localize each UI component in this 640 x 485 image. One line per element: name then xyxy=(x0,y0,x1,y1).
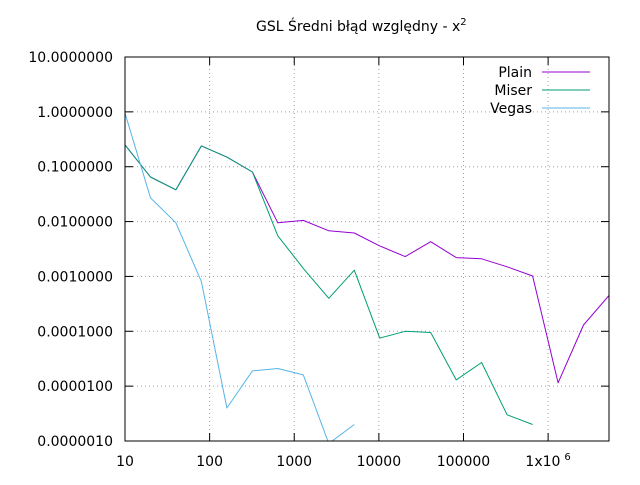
chart-title-text: GSL Średni błąd względny - x xyxy=(256,17,460,35)
legend-label-vegas: Vegas xyxy=(490,101,532,117)
x-tick-label: 100000 xyxy=(437,454,490,470)
x-tick-label: 10 xyxy=(116,454,134,470)
y-tick-label: 0.0000100 xyxy=(37,379,113,395)
x-tick-label: 1x10 6 xyxy=(525,452,570,470)
chart-title-superscript: 2 xyxy=(460,17,466,28)
y-tick-label: 0.0001000 xyxy=(37,324,113,340)
x-tick-label: 100 xyxy=(196,454,223,470)
x-tick-label: 1000 xyxy=(276,454,312,470)
legend-label-plain: Plain xyxy=(498,65,532,81)
legend-label-miser: Miser xyxy=(494,83,532,99)
y-tick-label: 0.0010000 xyxy=(37,269,113,285)
legend: Plain Miser Vegas xyxy=(490,65,590,117)
series-line-vegas xyxy=(125,112,355,441)
y-tick-label: 0.1000000 xyxy=(37,160,113,176)
data-series xyxy=(125,112,609,441)
grid xyxy=(125,57,609,441)
y-tick-label: 0.0100000 xyxy=(37,215,113,231)
x-tick-label: 10000 xyxy=(357,454,402,470)
axis-ticks: 10 100 1000 10000 100000 1x10 6 10.0000000 1.000… xyxy=(28,50,609,470)
y-tick-label: 1.0000000 xyxy=(37,105,113,121)
y-tick-label: 0.0000010 xyxy=(37,434,113,450)
y-tick-label: 10.0000000 xyxy=(28,50,113,66)
plot-frame xyxy=(124,56,610,442)
series-line-plain xyxy=(125,144,609,384)
chart-title: GSL Średni błąd względny - x2 xyxy=(256,17,467,35)
series-line-miser xyxy=(125,144,533,425)
